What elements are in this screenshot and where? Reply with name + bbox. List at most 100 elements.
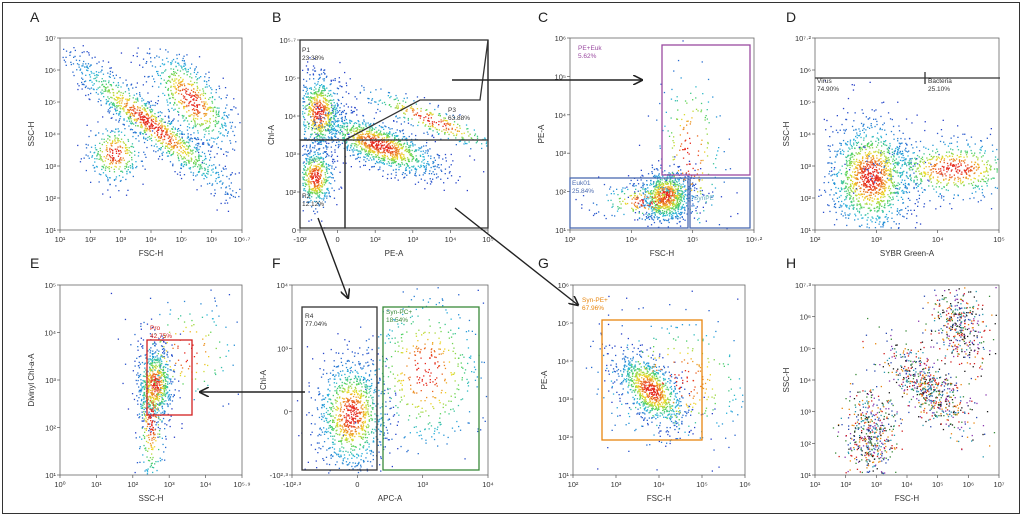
x-tick-label: 10⁶·² <box>746 235 763 244</box>
x-tick-label: 10³ <box>611 480 622 489</box>
x-tick-label: 10⁶ <box>963 480 974 489</box>
x-tick-label: 10⁶·⁷ <box>234 235 251 244</box>
gate-percent: 23.38% <box>302 55 324 62</box>
y-axis-label: PE-A <box>540 370 549 389</box>
x-axis-label: PE-A <box>385 249 404 258</box>
x-tick-label: 10² <box>568 480 579 489</box>
x-axis-label: SSC-H <box>139 494 164 503</box>
x-axis-label: FSC-H <box>139 249 164 258</box>
x-tick-label: 10² <box>370 235 381 244</box>
x-tick-label: 10² <box>85 235 96 244</box>
x-tick-label: 10⁴ <box>482 480 494 489</box>
y-tick-label: 10⁷·² <box>795 34 812 43</box>
panel-label: D <box>786 9 796 25</box>
y-axis-label: PE-A <box>537 124 546 143</box>
y-tick-label: 0 <box>292 226 296 235</box>
event-scatter <box>62 45 241 212</box>
x-tick-label: 10⁴ <box>932 235 944 244</box>
panel-label: G <box>538 255 549 271</box>
y-tick-labels: 10¹ 10² 10³ 10⁴ 10⁵ 10⁶ 10⁷·³ <box>795 281 815 480</box>
y-tick-label: 10² <box>800 439 811 448</box>
x-axis-label: FSC-H <box>647 494 672 503</box>
gate-name: PE+Euk <box>578 45 602 52</box>
plot-area <box>814 37 1000 231</box>
gate-name: P3 <box>448 107 456 114</box>
x-tick-labels: 10⁰ 10¹ 10² 10³ 10⁴ 10⁵·⁹ <box>54 475 251 489</box>
arrow-b-to-g <box>454 207 578 305</box>
x-tick-labels: 10² 10³ 10⁴ 10⁵ 10⁶ <box>568 475 751 489</box>
x-tick-label: 10⁴ <box>626 235 638 244</box>
x-tick-label: 10³ <box>407 235 418 244</box>
y-tick-label: 10¹ <box>45 471 56 480</box>
gate-pro <box>146 339 193 416</box>
x-tick-label: 10³ <box>565 235 576 244</box>
y-tick-label: 10⁵·⁷ <box>279 36 296 45</box>
y-tick-labels: 0 10² 10³ 10⁴ 10⁵ 10⁵·⁷ <box>279 36 300 235</box>
y-axis-label: Divinyl Chl-a-A <box>27 353 36 407</box>
event-scatter <box>302 57 488 229</box>
gate-name: Syn-PE+ <box>582 297 608 304</box>
y-tick-label: 10² <box>45 194 56 203</box>
y-tick-label: 10⁴ <box>799 376 811 385</box>
gate-name: R2 <box>302 193 311 200</box>
x-tick-label: 10¹ <box>810 480 821 489</box>
y-tick-label: 10³ <box>555 149 566 158</box>
y-tick-label: 10⁶ <box>558 281 569 290</box>
y-tick-label: 10² <box>45 424 56 433</box>
x-tick-label: 10⁴ <box>901 480 913 489</box>
y-tick-labels: 10¹ 10² 10³ 10⁴ 10⁵ 10⁶ <box>557 281 573 480</box>
y-tick-label: 10³ <box>800 408 811 417</box>
y-tick-label: 10⁷·³ <box>795 281 812 290</box>
x-tick-label: -10²·³ <box>283 480 302 489</box>
x-tick-label: 10⁷ <box>993 480 1004 489</box>
x-tick-label: 10⁵ <box>687 235 698 244</box>
x-tick-label: 10⁴ <box>200 480 212 489</box>
y-tick-labels: 10¹ 10² 10³ 10⁴ 10⁵ 10⁶ 10⁷·² <box>795 34 815 235</box>
gate-name: Euk01 <box>572 180 591 187</box>
x-axis-label: FSC-H <box>650 249 675 258</box>
x-tick-label: 10⁵·⁹ <box>233 480 250 489</box>
y-tick-label: 10¹ <box>800 471 811 480</box>
y-tick-label: 10⁵ <box>555 72 566 81</box>
x-tick-labels: 10² 10³ 10⁴ 10⁵ <box>810 230 1005 244</box>
panel-label: B <box>272 9 281 25</box>
arrow-b-to-f <box>317 217 348 298</box>
gate-percent: 42.75% <box>150 333 172 340</box>
gate-percent: 18.54% <box>386 317 408 324</box>
y-tick-label: 10⁴ <box>44 329 56 338</box>
gate-synpe <box>689 177 751 229</box>
y-tick-label: 10⁵ <box>45 281 56 290</box>
event-scatter <box>585 290 744 472</box>
x-tick-label: 10⁴ <box>145 235 157 244</box>
x-axis-label: SYBR Green-A <box>880 249 935 258</box>
gate-euk01 <box>569 177 689 229</box>
x-tick-label: 10² <box>810 235 821 244</box>
gate-percent: 77.04% <box>305 321 327 328</box>
y-tick-label: 10⁶ <box>45 66 56 75</box>
y-tick-label: 10³ <box>277 344 288 353</box>
x-tick-label: 10⁵ <box>482 235 493 244</box>
y-tick-label: 10⁵ <box>800 344 811 353</box>
y-axis-label: Chl-A <box>267 124 276 145</box>
y-tick-label: 10³ <box>45 376 56 385</box>
y-tick-label: -10²·³ <box>270 471 289 480</box>
y-tick-label: 10¹ <box>558 471 569 480</box>
gate-percent: 25.10% <box>928 86 950 93</box>
y-tick-label: 10⁶ <box>800 313 811 322</box>
y-tick-label: 10⁶ <box>555 34 566 43</box>
gate-name: Virus <box>817 78 832 85</box>
event-scatter <box>818 80 999 229</box>
x-tick-label: 10⁴ <box>445 235 457 244</box>
event-scatter <box>832 287 997 475</box>
x-tick-label: 10⁵ <box>932 480 943 489</box>
y-tick-label: 10¹ <box>555 226 566 235</box>
x-axis-label: FSC-H <box>895 494 920 503</box>
x-tick-labels: -10²·³ 0 10³ 10⁴ <box>283 475 494 489</box>
y-tick-label: 0 <box>284 408 288 417</box>
x-tick-labels: 10¹ 10² 10³ 10⁴ 10⁵ 10⁶ 10⁶·⁷ <box>55 230 251 244</box>
